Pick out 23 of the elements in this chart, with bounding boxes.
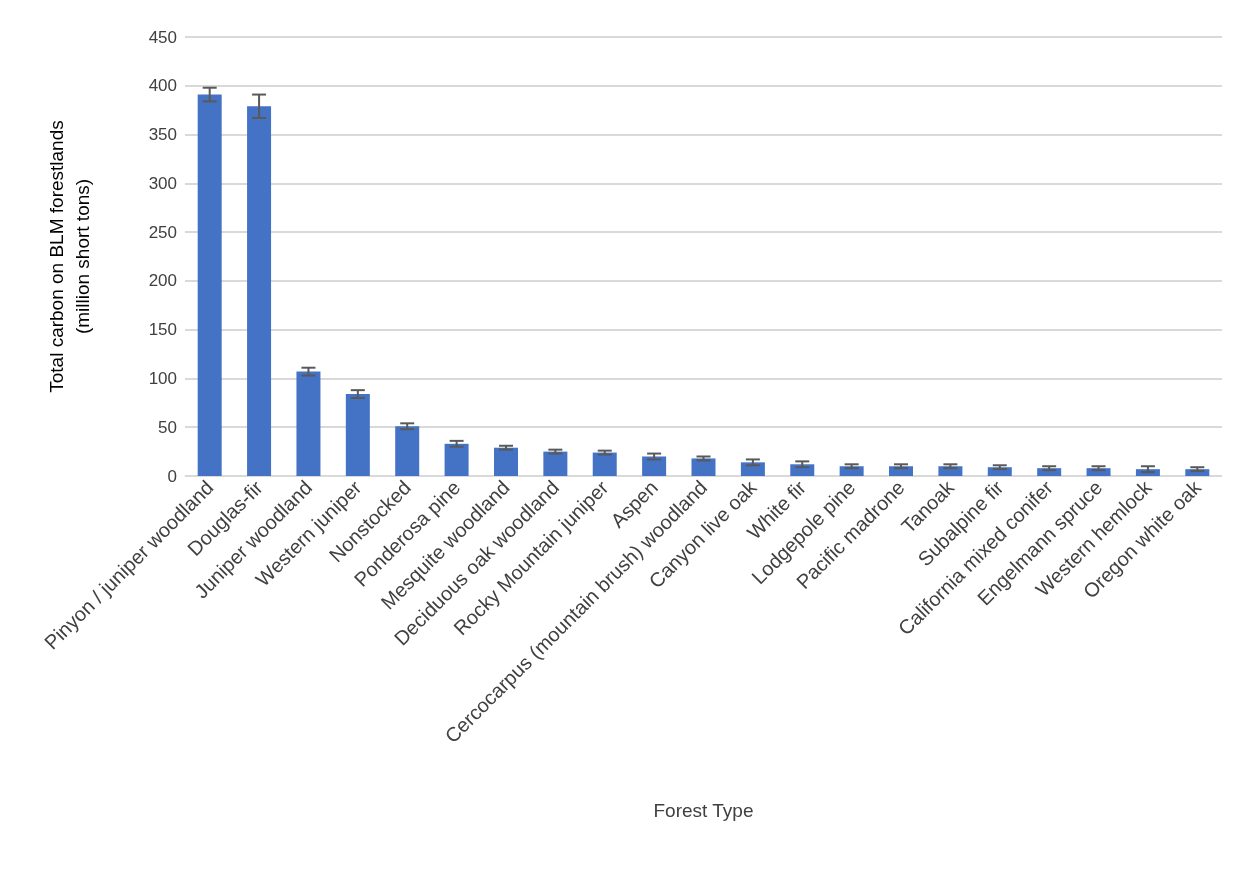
y-tick-label: 100 [148,368,177,388]
bar [691,458,716,476]
y-tick-label: 200 [148,271,177,291]
x-axis-title: Forest Type [653,800,754,821]
bar [247,106,272,476]
y-tick-label: 400 [148,76,177,96]
bar [543,451,568,476]
y-tick-label: 150 [148,320,177,340]
y-tick-label: 250 [148,222,177,242]
y-axis-title: Total carbon on BLM forestlands (million short tons) [45,120,93,393]
bar [296,371,321,476]
bar [444,443,469,476]
bar [395,426,420,476]
bar [642,456,667,476]
bar [592,452,617,476]
bar [197,94,222,476]
y-tick-label: 450 [148,27,177,47]
bar [740,462,765,476]
y-tick-label: 300 [148,173,177,193]
y-tick-label: 50 [158,417,177,437]
bar [493,447,518,476]
bar [345,394,370,476]
y-tick-label: 350 [148,125,177,145]
